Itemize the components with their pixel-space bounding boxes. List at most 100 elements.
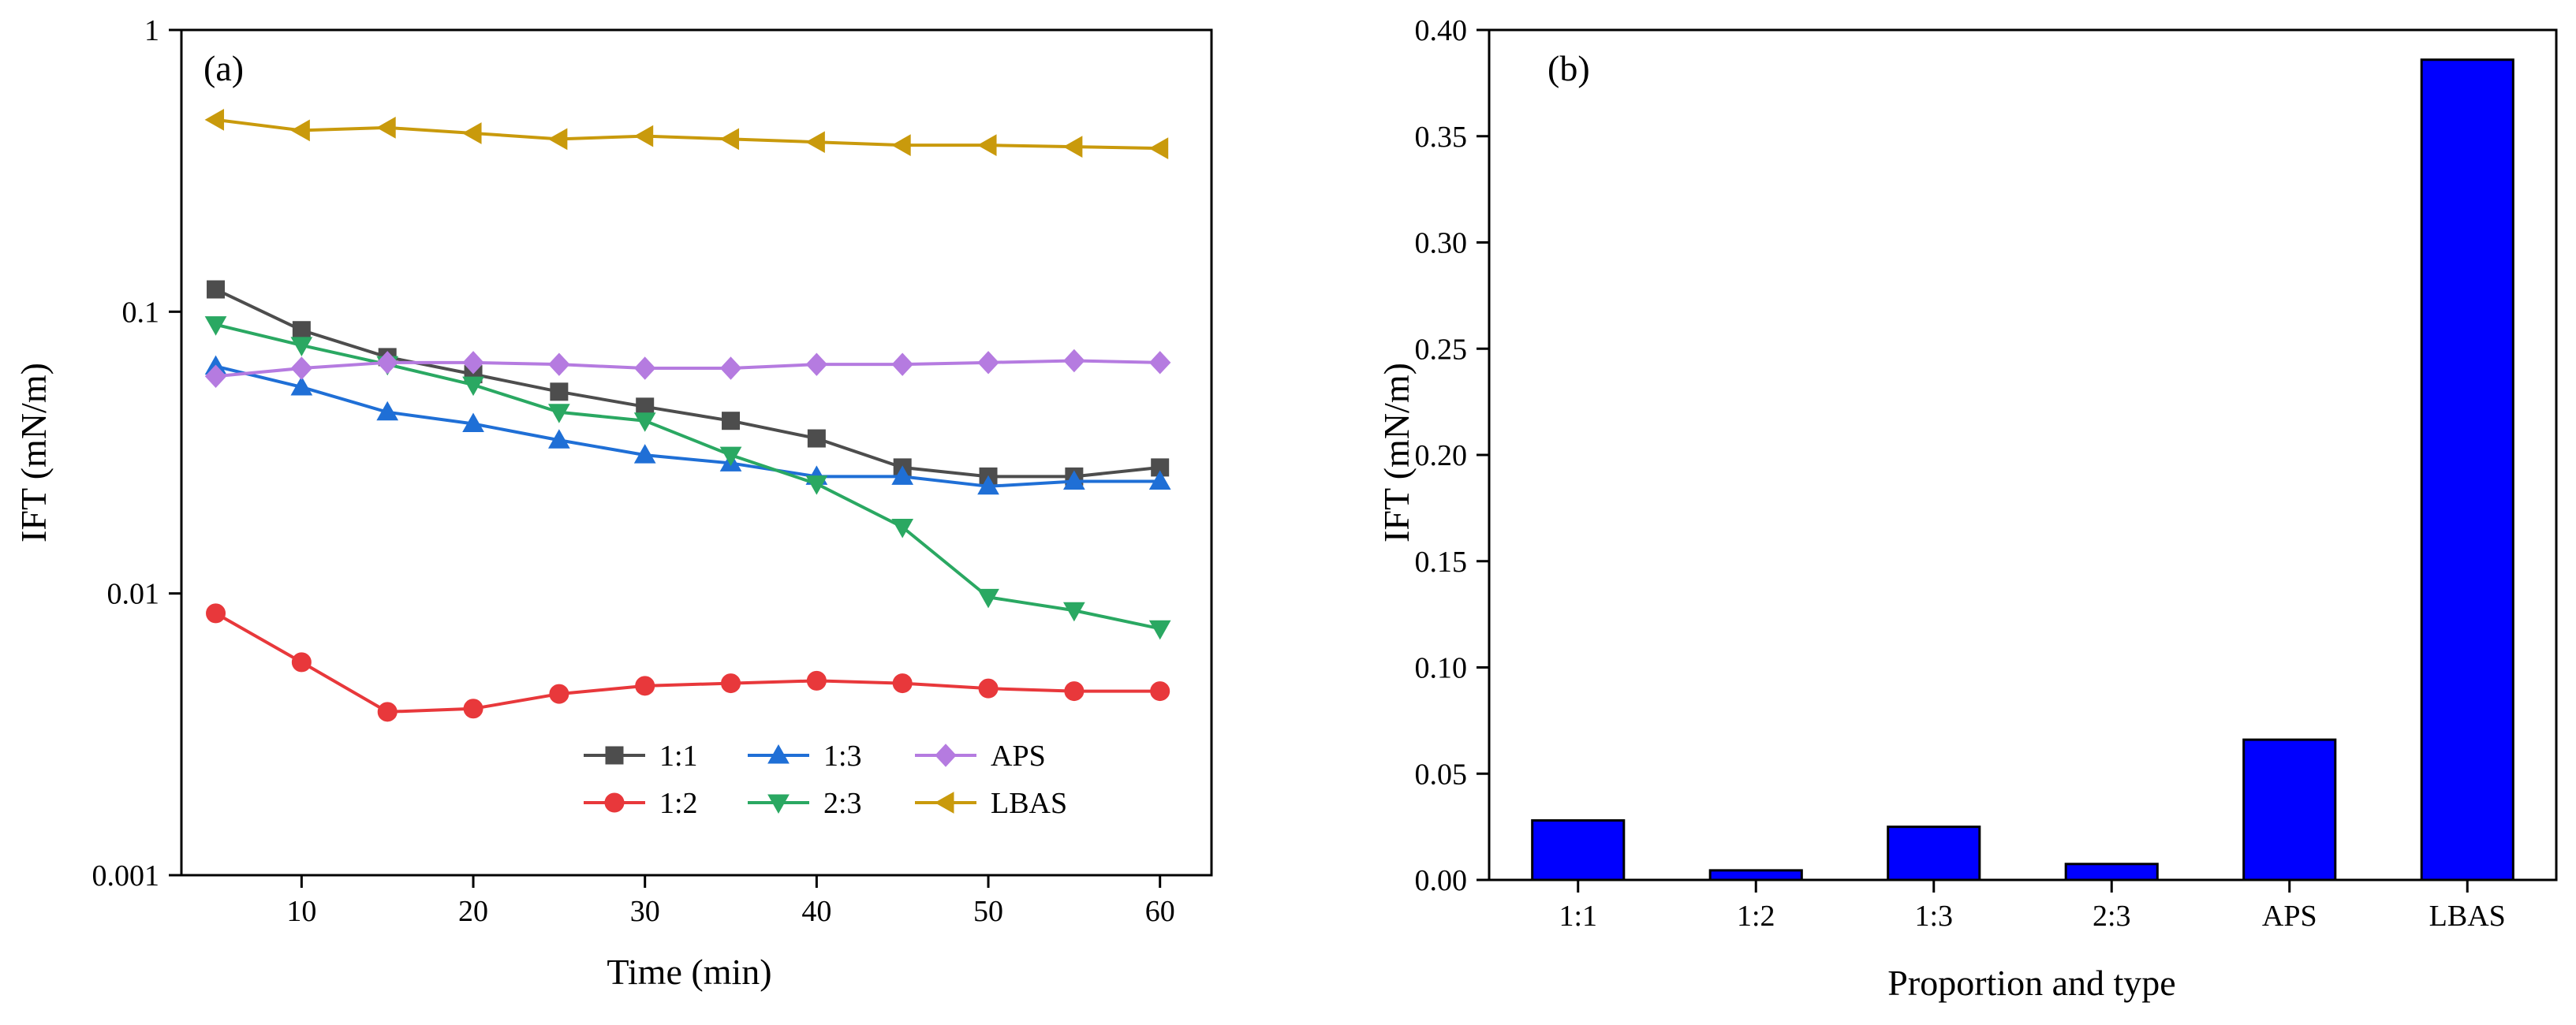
panel-a-axes: 10 20 30 40 50 60 0.001 0.01 0.1 1 — [92, 14, 1175, 928]
panel-a-y-tick-label: 0.001 — [92, 859, 160, 893]
panel-b-y-tick-label: 0.20 — [1415, 439, 1468, 472]
series-line-lbas — [215, 117, 1160, 151]
data-point — [204, 364, 227, 388]
legend-marker — [767, 744, 790, 764]
data-point — [633, 125, 654, 147]
panel-a-x-axis-title: Time (min) — [607, 952, 771, 992]
panel-b-bars — [1531, 58, 2514, 882]
panel-b-frame — [1488, 28, 2558, 882]
legend-label: 2:3 — [823, 787, 862, 820]
data-point — [549, 684, 569, 704]
data-point — [1063, 602, 1085, 622]
data-point — [633, 412, 656, 432]
panel-a-line-chart: 10 20 30 40 50 60 0.001 0.01 0.1 1 (a) Time (min)… — [13, 14, 1213, 992]
panel-b-x-tick-label: 1:2 — [1737, 900, 1775, 933]
data-point — [977, 588, 999, 609]
data-point — [206, 603, 226, 624]
data-point — [635, 676, 655, 696]
panel-a-x-tick-label: 20 — [458, 895, 488, 928]
bar-1-1 — [1531, 819, 1626, 882]
panel-a-x-tick-label: 60 — [1145, 895, 1175, 928]
legend-label: 1:1 — [659, 740, 698, 773]
data-point — [1148, 620, 1171, 640]
data-point — [806, 670, 827, 691]
data-point — [805, 475, 828, 495]
data-point — [462, 351, 484, 375]
data-point — [292, 321, 311, 340]
data-point — [977, 351, 999, 375]
panel-a-x-tick-label: 30 — [630, 895, 660, 928]
legend-marker — [934, 792, 954, 814]
legend-label: LBAS — [991, 787, 1067, 820]
data-point — [204, 316, 227, 336]
legend-marker — [935, 744, 957, 767]
data-point — [547, 128, 568, 151]
legend-label: 1:2 — [659, 787, 698, 820]
data-point — [377, 702, 398, 722]
data-point — [719, 356, 742, 380]
data-point — [721, 673, 741, 694]
data-point — [1063, 470, 1085, 490]
panel-b-label: (b) — [1547, 48, 1590, 88]
panel-b-bar-chart: 0.00 0.05 0.10 0.15 0.20 0.25 0.30 0.35 0.40 1:1 1… — [1376, 14, 2558, 1003]
panel-a-y-axis-title: IFT (mN/m) — [13, 363, 54, 542]
legend-item: 2:3 — [748, 787, 862, 820]
bar-aps — [2242, 738, 2337, 882]
panel-b-y-tick-label: 0.10 — [1415, 652, 1468, 685]
data-point — [376, 401, 399, 421]
panel-a-y-tick-label: 0.1 — [122, 296, 160, 329]
data-point — [463, 699, 483, 719]
panel-b-y-tick-label: 0.35 — [1415, 121, 1468, 154]
panel-b-x-tick-label: 1:1 — [1559, 900, 1597, 933]
data-point — [1063, 348, 1085, 373]
bar-1-2 — [1708, 869, 1803, 882]
legend-item: 1:1 — [584, 740, 698, 773]
panel-b-y-tick-label: 0.40 — [1415, 14, 1468, 47]
data-point — [376, 351, 398, 375]
data-point — [548, 429, 570, 449]
data-point — [1150, 681, 1170, 702]
panel-a-x-tick-label: 10 — [286, 895, 316, 928]
legend-item: LBAS — [915, 787, 1067, 820]
data-point — [207, 280, 226, 299]
data-point — [291, 652, 312, 673]
series-line-1-2 — [215, 612, 1160, 714]
legend-label: APS — [991, 740, 1046, 773]
series-line-aps — [215, 359, 1160, 378]
data-point — [290, 375, 313, 396]
panel-a-y-tick-label: 0.01 — [107, 578, 160, 611]
data-point — [290, 119, 310, 142]
panel-b-x-tick-label: LBAS — [2429, 900, 2506, 933]
data-point — [290, 337, 313, 356]
legend-marker — [604, 792, 625, 813]
legend-item: 1:2 — [584, 787, 698, 820]
data-point — [722, 412, 741, 430]
data-point — [891, 352, 913, 376]
bar-2-3 — [2064, 863, 2159, 882]
data-point — [1148, 470, 1171, 490]
data-point — [977, 475, 999, 495]
panel-b-y-tick-label: 0.25 — [1415, 333, 1468, 366]
panel-b-x-axis-title: Proportion and type — [1887, 963, 2175, 1003]
data-point — [633, 444, 656, 464]
panel-a-x-tick-label: 40 — [801, 895, 831, 928]
legend-item: APS — [915, 740, 1046, 773]
panel-a-series — [204, 109, 1171, 722]
panel-b-y-tick-label: 0.15 — [1415, 546, 1468, 579]
legend-marker — [767, 794, 790, 814]
data-point — [1062, 136, 1083, 158]
legend-item: 1:3 — [748, 740, 862, 773]
legend-label: 1:3 — [823, 740, 862, 773]
panel-b-x-tick-label: 1:3 — [1914, 900, 1953, 933]
data-point — [462, 122, 482, 144]
data-point — [548, 404, 570, 423]
data-point — [634, 356, 656, 380]
panel-b-y-tick-label: 0.00 — [1415, 864, 1468, 897]
panel-a-legend: 1:1 1:2 1:3 2:3 APS LBAS — [584, 740, 1067, 820]
data-point — [376, 117, 396, 139]
data-point — [462, 376, 484, 397]
panel-a-y-tick-label: 1 — [144, 14, 159, 47]
data-point — [805, 352, 828, 376]
data-point — [548, 352, 570, 376]
